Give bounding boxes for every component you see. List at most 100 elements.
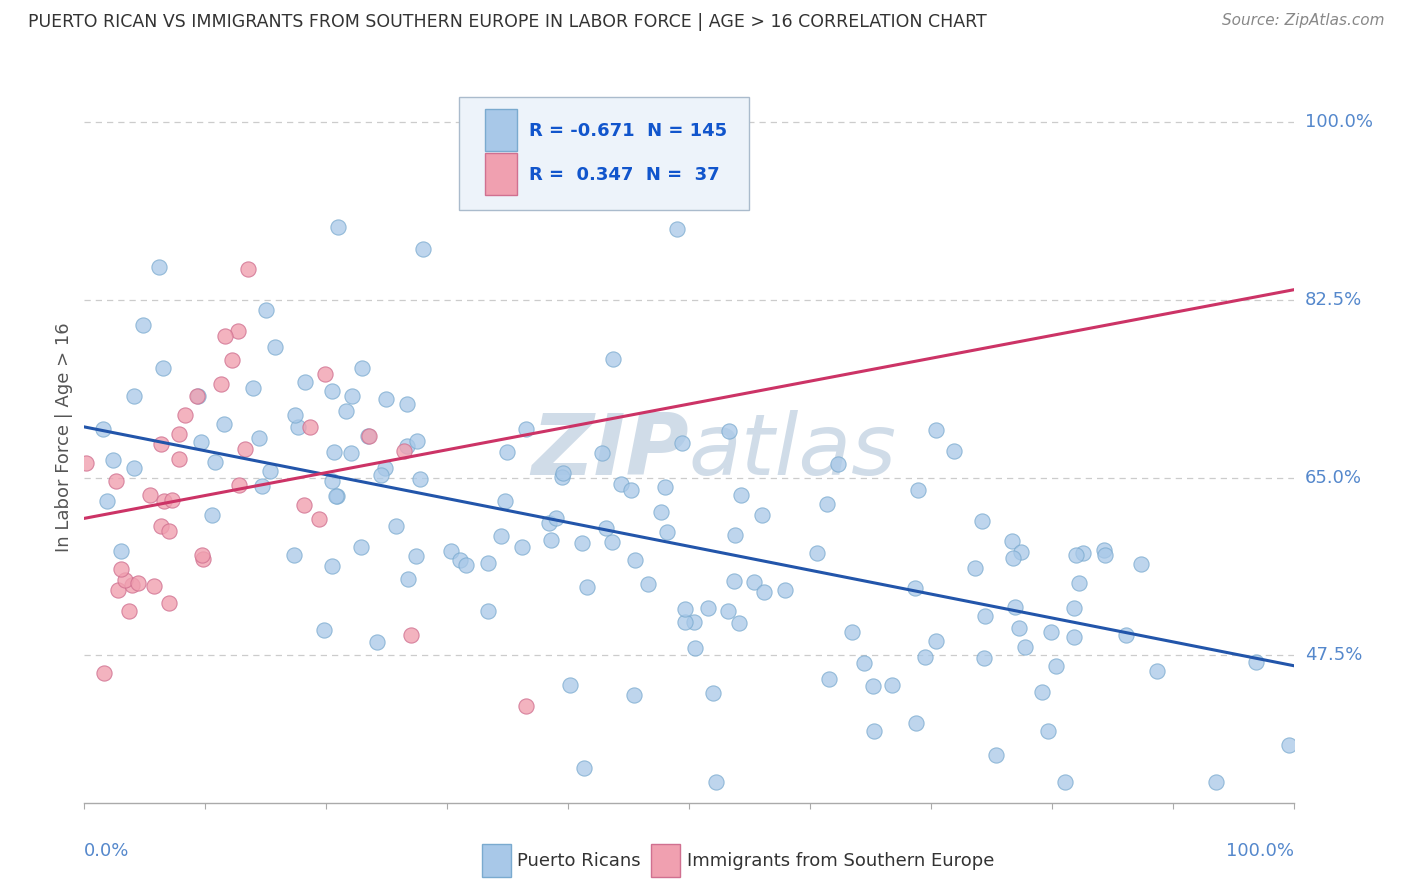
Point (385, 519, 408, 533)
Point (1014, 640, 1036, 655)
Point (374, 460, 396, 475)
Point (396, 439, 419, 453)
Point (150, 519, 173, 533)
Point (1063, 630, 1085, 644)
Point (105, 474, 128, 488)
Point (321, 558, 343, 573)
Point (575, 580, 598, 594)
Point (723, 528, 745, 542)
Point (1205, 775, 1227, 789)
Point (1115, 628, 1137, 642)
Point (366, 635, 388, 649)
Point (477, 604, 499, 618)
Point (495, 445, 517, 459)
Point (191, 549, 214, 563)
Point (247, 431, 270, 445)
Point (228, 478, 250, 492)
Point (973, 651, 995, 665)
Point (924, 633, 946, 648)
Point (187, 389, 209, 403)
Point (1278, 739, 1301, 753)
Text: atlas: atlas (689, 410, 897, 493)
Point (704, 775, 727, 789)
Point (637, 577, 659, 591)
Point (370, 467, 392, 482)
Point (96, 493, 118, 508)
Point (773, 582, 796, 597)
Point (924, 423, 946, 437)
Point (942, 444, 965, 458)
Point (903, 581, 925, 595)
Point (477, 556, 499, 570)
Text: 0.0%: 0.0% (84, 842, 129, 860)
Point (93, 665, 115, 680)
Point (340, 389, 363, 403)
Point (406, 434, 429, 448)
Point (515, 422, 537, 436)
Text: 82.5%: 82.5% (1305, 291, 1362, 309)
Point (1010, 545, 1032, 559)
Point (717, 424, 740, 438)
Point (454, 558, 477, 572)
Point (122, 460, 145, 475)
FancyBboxPatch shape (651, 845, 681, 877)
Point (298, 419, 321, 434)
Point (907, 483, 929, 497)
Point (186, 389, 208, 403)
Point (328, 220, 350, 235)
Point (986, 747, 1008, 762)
Point (752, 584, 775, 599)
Point (609, 477, 631, 491)
Point (374, 392, 396, 406)
Point (551, 470, 574, 484)
Point (242, 381, 264, 395)
Text: 47.5%: 47.5% (1305, 647, 1362, 665)
Point (1040, 625, 1063, 640)
Text: 65.0%: 65.0% (1305, 468, 1361, 487)
Point (600, 534, 623, 549)
Point (326, 489, 349, 503)
Point (142, 579, 165, 593)
Point (157, 596, 180, 610)
Point (340, 446, 363, 460)
Point (259, 464, 281, 478)
Point (730, 488, 752, 502)
Point (124, 389, 146, 403)
Point (167, 452, 190, 467)
FancyBboxPatch shape (482, 845, 512, 877)
Point (852, 656, 875, 670)
Point (1092, 542, 1115, 557)
Point (815, 497, 838, 511)
Point (544, 511, 567, 525)
Point (1146, 664, 1168, 678)
Point (537, 516, 560, 530)
Text: 100.0%: 100.0% (1305, 113, 1372, 131)
Point (228, 324, 250, 338)
Point (91, 422, 114, 436)
Point (350, 540, 373, 554)
Point (970, 514, 993, 528)
Point (283, 548, 305, 562)
Point (118, 604, 141, 618)
FancyBboxPatch shape (485, 110, 517, 151)
Point (1004, 599, 1026, 614)
Point (356, 429, 378, 443)
Point (121, 578, 143, 592)
Point (540, 533, 562, 547)
Point (1045, 658, 1067, 673)
Point (1036, 723, 1059, 738)
Text: Source: ZipAtlas.com: Source: ZipAtlas.com (1222, 13, 1385, 29)
Point (359, 429, 381, 443)
Point (250, 479, 273, 493)
Point (132, 318, 155, 333)
Point (264, 341, 287, 355)
Point (591, 446, 613, 460)
Text: ZIP: ZIP (531, 410, 689, 493)
Point (1002, 550, 1025, 565)
Point (1031, 684, 1053, 698)
Point (671, 435, 693, 450)
Point (209, 377, 232, 392)
FancyBboxPatch shape (485, 153, 517, 195)
Point (75, 456, 97, 470)
Point (405, 549, 427, 563)
